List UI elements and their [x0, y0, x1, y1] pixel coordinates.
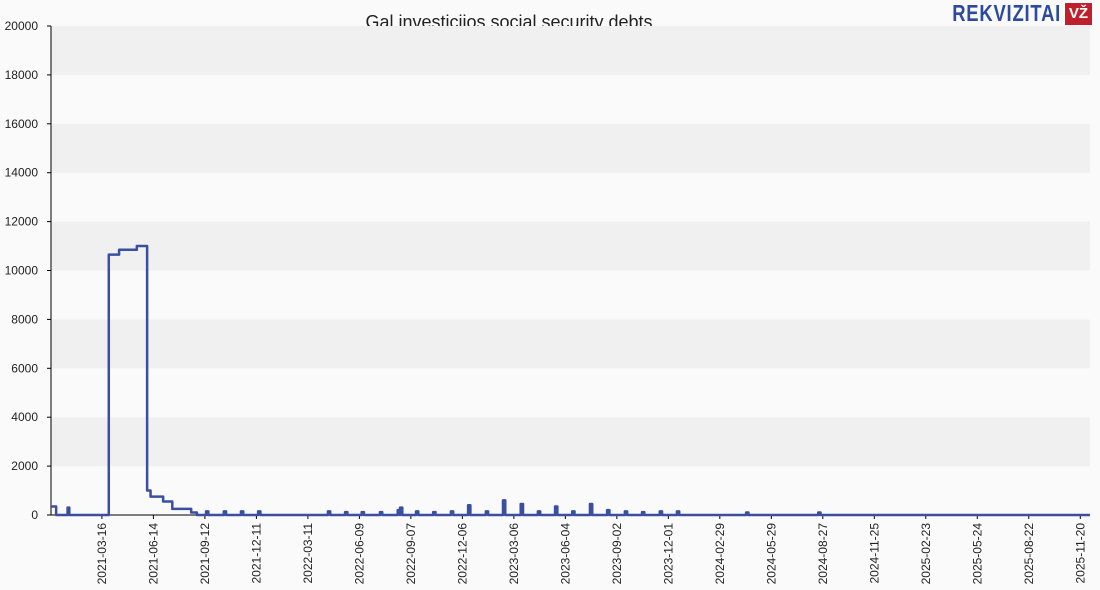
x-tick-label: 2021-03-16 — [95, 523, 109, 585]
grid-band — [51, 26, 1090, 75]
rekvizitai-logo: REKVIZITAI VŽ — [925, 0, 1092, 27]
grid-band — [51, 270, 1090, 320]
x-tick-label: 2021-09-12 — [198, 523, 212, 585]
x-tick-label: 2024-05-29 — [764, 523, 778, 585]
y-tick-label: 20000 — [5, 19, 39, 33]
x-tick-label: 2022-03-11 — [301, 523, 315, 584]
grid-band — [51, 172, 1090, 222]
grid-band — [51, 221, 1090, 271]
y-tick-label: 14000 — [5, 166, 39, 180]
x-tick-label: 2023-12-01 — [661, 523, 675, 585]
y-tick-label: 16000 — [5, 117, 39, 131]
y-tick-label: 4000 — [11, 410, 38, 424]
grid-band — [51, 319, 1090, 369]
y-tick-label: 6000 — [11, 361, 38, 375]
grid-band — [51, 74, 1090, 124]
x-tick-label: 2021-12-11 — [249, 523, 263, 584]
x-tick-label: 2024-11-25 — [867, 523, 881, 584]
y-tick-label: 8000 — [11, 312, 38, 326]
logo-badge: VŽ — [1064, 2, 1092, 25]
logo-text: REKVIZITAI — [951, 0, 1061, 26]
grid-band — [51, 417, 1090, 467]
x-tick-label: 2025-11-20 — [1073, 523, 1087, 584]
y-tick-label: 10000 — [5, 264, 39, 278]
grid-band — [51, 123, 1090, 173]
x-tick-label: 2022-12-06 — [455, 523, 469, 585]
x-tick-label: 2025-02-23 — [919, 523, 933, 585]
y-tick-label: 0 — [31, 508, 38, 522]
x-tick-label: 2024-02-29 — [713, 523, 727, 585]
grid-band — [51, 368, 1090, 418]
x-tick-label: 2022-06-09 — [352, 523, 366, 585]
x-tick-label: 2024-08-27 — [816, 523, 830, 585]
series-line — [51, 244, 1090, 517]
x-tick-label: 2021-06-14 — [146, 523, 160, 585]
x-tick-label: 2022-09-07 — [404, 523, 418, 585]
x-tick-label: 2023-09-02 — [610, 523, 624, 585]
x-tick-label: 2023-06-04 — [558, 523, 572, 585]
x-tick-label: 2023-03-06 — [507, 523, 521, 585]
y-tick-label: 12000 — [5, 215, 39, 229]
y-tick-label: 2000 — [11, 459, 38, 473]
grid-band — [51, 466, 1090, 515]
x-tick-label: 2025-08-22 — [1022, 523, 1036, 585]
y-tick-label: 18000 — [5, 68, 39, 82]
x-tick-label: 2025-05-24 — [970, 523, 984, 585]
